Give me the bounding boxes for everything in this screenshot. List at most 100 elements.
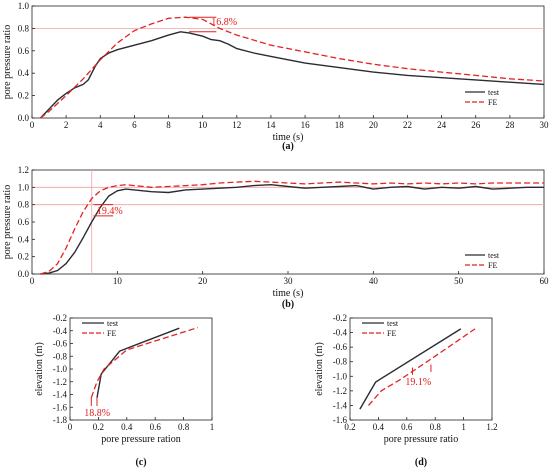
- y-tick-label: 1.0: [18, 1, 30, 11]
- x-tick-label: 0.4: [121, 422, 133, 432]
- y-tick-label: -1.0: [333, 371, 348, 381]
- legend-label-fe: FE: [488, 261, 497, 270]
- chart-a: 0 2 4 6 8 10 12 14 16 18 20 22 24 26 28 300.00.20.40.60…: [2, 1, 549, 152]
- y-tick-label: -0.8: [333, 357, 348, 367]
- x-tick-label: 0.2: [93, 422, 104, 432]
- chart-d: 0.2 0.4 0.6 0.8 1 1.2 -0.2 -0.4 -0.6 -0.8 -1.0 -1.2…: [314, 313, 498, 468]
- legend-label-fe: FE: [107, 329, 116, 338]
- y-axis-label: pore pressure ratio: [2, 25, 13, 99]
- y-tick-label: -0.6: [53, 339, 68, 349]
- x-tick-label: 0.4: [373, 422, 385, 432]
- y-axis-label: elevation (m): [314, 342, 325, 396]
- x-tick-label: 0: [30, 276, 35, 286]
- x-tick-label: 10: [198, 120, 208, 130]
- y-tick-label: -0.2: [53, 313, 67, 323]
- x-axis-label: time (s): [273, 288, 304, 299]
- y-tick-label: 0.6: [18, 46, 30, 56]
- legend-label-test: test: [488, 88, 500, 97]
- y-tick-label: -0.4: [333, 328, 348, 338]
- x-tick-label: 22: [403, 120, 412, 130]
- x-tick-label: 0.8: [430, 422, 442, 432]
- x-axis-label: time (s): [273, 132, 304, 143]
- series-line-fe: [368, 328, 476, 406]
- series-line-test: [40, 183, 544, 275]
- plot-frame: [31, 5, 545, 119]
- x-tick-label: 26: [471, 120, 481, 130]
- x-axis-label: pore pressure ration: [101, 434, 180, 445]
- y-tick-label: -1.8: [53, 415, 68, 425]
- x-tick-label: 0: [30, 120, 35, 130]
- y-tick-label: 0.8: [18, 23, 30, 33]
- panel-label: (b): [282, 299, 294, 310]
- x-tick-label: 6: [132, 120, 137, 130]
- y-tick-label: 0.6: [18, 217, 30, 227]
- series-line-fe: [40, 180, 544, 275]
- y-tick-label: -1.6: [53, 402, 68, 412]
- panel-label: (c): [135, 457, 146, 468]
- plot-frame: [349, 317, 493, 421]
- x-tick-label: 8: [166, 120, 171, 130]
- annotation-text: 19.1%: [405, 377, 431, 388]
- x-tick-label: 0.8: [178, 422, 190, 432]
- plot-frame: [31, 169, 545, 275]
- legend-label-fe: FE: [387, 329, 396, 338]
- x-tick-label: 0.2: [344, 422, 355, 432]
- x-tick-label: 30: [284, 276, 294, 286]
- legend-label-fe: FE: [488, 98, 497, 107]
- y-tick-label: -1.0: [53, 364, 68, 374]
- y-tick-label: -1.4: [53, 390, 68, 400]
- series-line-test: [359, 328, 462, 410]
- annotation-text: 18.8%: [84, 408, 110, 419]
- legend-label-test: test: [488, 251, 500, 260]
- x-tick-label: 24: [437, 120, 447, 130]
- x-tick-label: 1: [461, 422, 466, 432]
- y-tick-label: 0.2: [18, 252, 29, 262]
- x-tick-label: 18: [335, 120, 345, 130]
- x-tick-label: 20: [369, 120, 379, 130]
- x-tick-label: 1.2: [486, 422, 497, 432]
- x-tick-label: 10: [113, 276, 123, 286]
- y-tick-label: 0.0: [18, 113, 30, 123]
- x-tick-label: 12: [232, 120, 241, 130]
- y-tick-label: -1.2: [333, 386, 347, 396]
- y-axis-label: pore pressure ratio: [2, 185, 13, 259]
- x-tick-label: 20: [198, 276, 208, 286]
- y-tick-label: -1.6: [333, 415, 348, 425]
- x-axis-label: pore pressure ratio: [384, 434, 458, 445]
- x-tick-label: 50: [454, 276, 464, 286]
- x-tick-label: 2: [64, 120, 69, 130]
- x-tick-label: 30: [540, 120, 550, 130]
- series-line-test: [96, 327, 180, 398]
- y-tick-label: -0.6: [333, 342, 348, 352]
- x-tick-label: 28: [505, 120, 515, 130]
- chart-b: 0 10 20 30 40 50 60 0.0 0.2 0.4 0.6 0.8 1.0 1.2 time (…: [2, 165, 549, 310]
- x-tick-label: 0.6: [401, 422, 413, 432]
- panel-label: (a): [282, 141, 294, 152]
- y-axis-label: elevation (m): [34, 342, 45, 396]
- y-tick-label: -1.2: [53, 377, 67, 387]
- y-tick-label: -0.4: [53, 326, 68, 336]
- y-tick-label: -0.8: [53, 351, 68, 361]
- series-line-test: [39, 31, 545, 119]
- legend-label-test: test: [107, 319, 119, 328]
- series-line-fe: [90, 326, 198, 398]
- x-tick-label: 16: [301, 120, 311, 130]
- series-line-fe: [40, 16, 545, 119]
- x-tick-label: 1: [210, 422, 215, 432]
- x-tick-label: 0.6: [150, 422, 162, 432]
- x-tick-label: 4: [98, 120, 103, 130]
- panel-label: (d): [415, 457, 427, 468]
- chart-c: 0 0.2 0.4 0.6 0.8 1 -0.2 -0.4 -0.6 -0.8 -1.0 -1.2 -1…: [34, 313, 214, 468]
- y-tick-label: 0.4: [18, 234, 30, 244]
- y-tick-label: 0.2: [18, 91, 29, 101]
- y-tick-label: 0.4: [18, 68, 30, 78]
- x-tick-label: 40: [369, 276, 379, 286]
- x-tick-label: 14: [266, 120, 276, 130]
- x-tick-label: 60: [540, 276, 550, 286]
- annotation-text: 16.8%: [211, 17, 237, 28]
